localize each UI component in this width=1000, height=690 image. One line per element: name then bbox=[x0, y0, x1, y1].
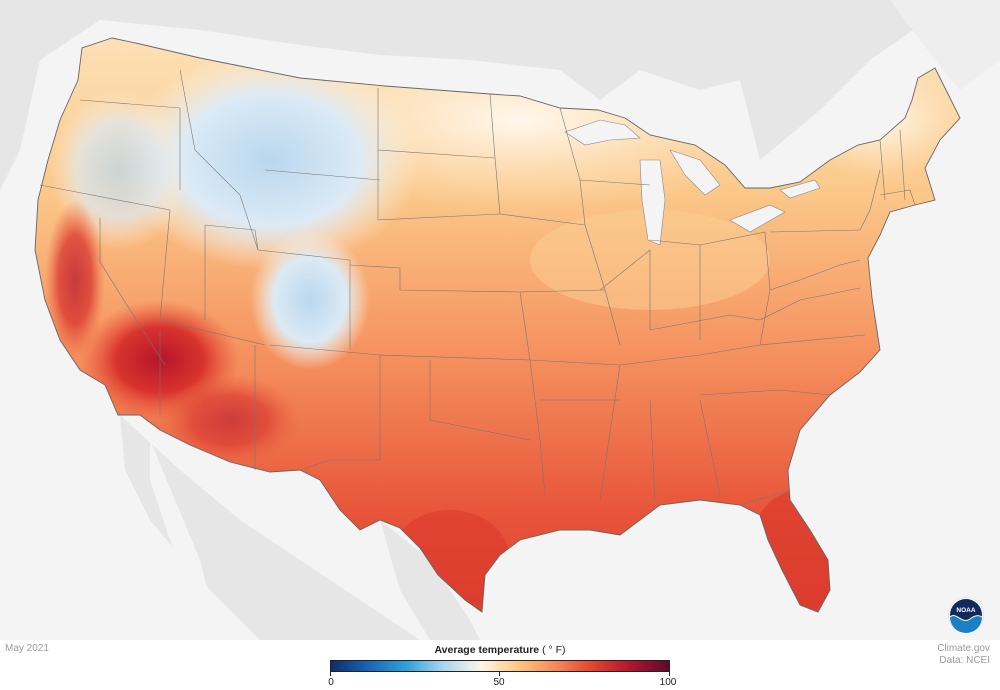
surrounding-land bbox=[0, 0, 1000, 640]
map-date: May 2021 bbox=[5, 643, 49, 654]
credit: Climate.gov Data: NCEI bbox=[937, 643, 990, 667]
map-area: NOAA bbox=[0, 0, 1000, 640]
us-temperature-field bbox=[35, 38, 960, 612]
noaa-logo-text: NOAA bbox=[956, 607, 975, 614]
legend-variable: Average temperature bbox=[434, 644, 540, 656]
legend-tick-mark-min bbox=[330, 672, 331, 676]
legend-tick-mark-max bbox=[669, 672, 670, 676]
legend-unit: ( ° F) bbox=[539, 644, 566, 656]
footer: May 2021 Average temperature ( ° F) 0 50… bbox=[0, 640, 1000, 690]
legend-tick-mid: 50 bbox=[493, 677, 505, 688]
legend-color-bar bbox=[330, 660, 670, 672]
legend-tick-min: 0 bbox=[328, 677, 334, 688]
legend-tick-mark-mid bbox=[499, 672, 500, 676]
state-borders bbox=[34, 37, 961, 613]
noaa-logo-icon: NOAA bbox=[948, 597, 984, 633]
legend-title: Average temperature ( ° F) bbox=[330, 644, 670, 656]
temperature-map bbox=[0, 0, 1000, 640]
credit-source: Climate.gov bbox=[937, 643, 990, 654]
legend-tick-max: 100 bbox=[659, 677, 677, 688]
credit-data: Data: NCEI bbox=[939, 655, 990, 666]
great-lakes bbox=[564, 119, 821, 246]
